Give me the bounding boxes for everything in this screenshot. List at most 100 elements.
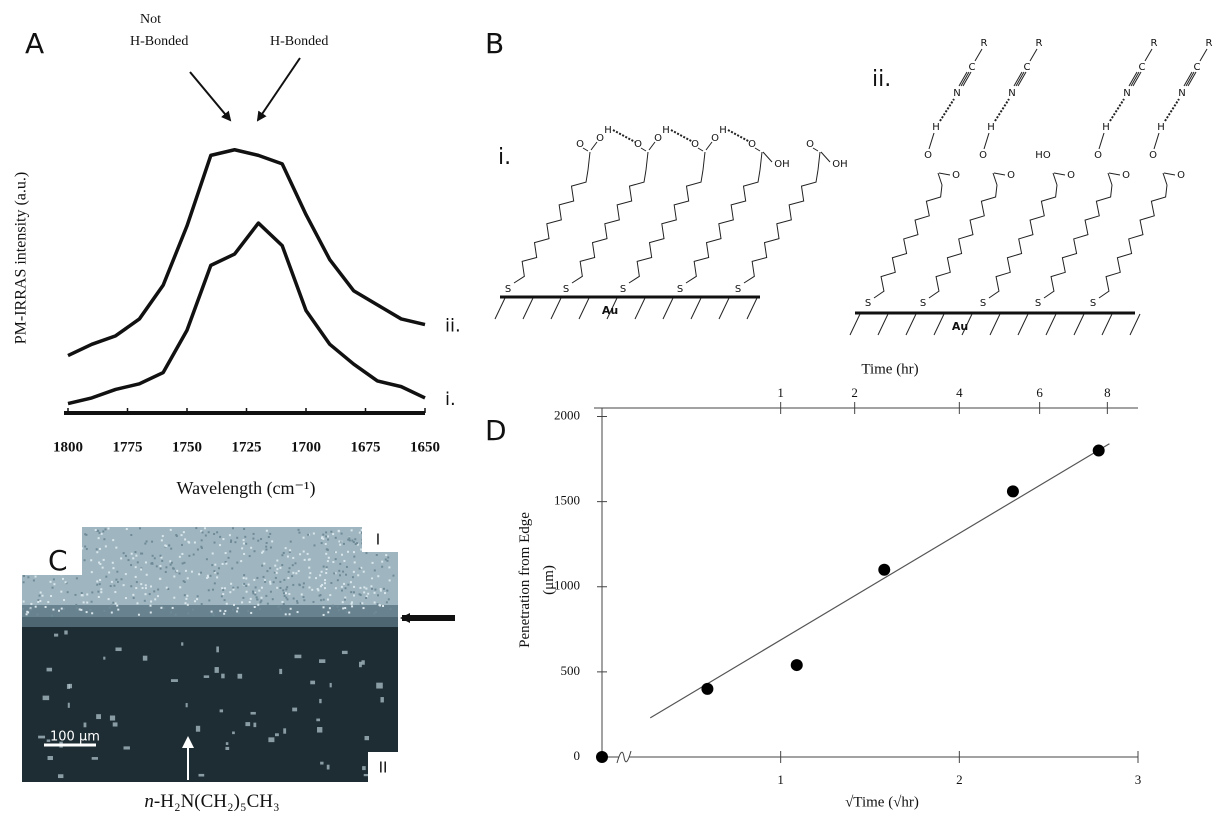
micrograph-grain <box>284 547 287 550</box>
micrograph-grain <box>236 607 239 610</box>
micrograph-grain <box>183 581 186 584</box>
micrograph-grain <box>47 601 50 604</box>
micrograph-grain <box>127 559 130 562</box>
micrograph-speck <box>326 764 330 770</box>
micrograph-grain <box>130 534 133 537</box>
micrograph-grain <box>230 539 233 542</box>
micrograph-grain <box>300 593 303 596</box>
micrograph-grain <box>153 557 156 560</box>
y-tick-label: 0 <box>574 748 581 763</box>
micrograph-grain <box>348 539 351 542</box>
micrograph-grain <box>287 570 290 573</box>
micrograph-grain <box>265 548 268 551</box>
surface-label: Au <box>952 320 968 333</box>
micrograph-grain <box>108 606 111 609</box>
sulfur-label: S <box>563 284 569 295</box>
micrograph-grain <box>242 577 245 580</box>
surface-hatch <box>1045 313 1057 336</box>
y-tick-label: 1000 <box>554 578 580 593</box>
micrograph-grain <box>254 593 257 596</box>
micrograph-grain <box>210 610 213 613</box>
micrograph-grain <box>153 590 156 593</box>
surface-hatch <box>494 297 506 320</box>
micrograph-grain <box>252 532 255 535</box>
micrograph-grain <box>257 539 260 542</box>
oxygen-label: O <box>924 150 932 161</box>
micrograph-grain <box>296 611 299 614</box>
micrograph-grain <box>352 541 355 544</box>
micrograph-grain <box>85 533 88 536</box>
micrograph-grain <box>373 601 376 604</box>
micrograph-grain <box>382 605 385 608</box>
micrograph-grain <box>225 562 228 565</box>
micrograph-grain <box>247 583 250 586</box>
micrograph-grain <box>144 584 147 587</box>
micrograph-grain <box>245 577 248 580</box>
bond <box>1144 48 1153 62</box>
micrograph-grain <box>204 534 207 537</box>
micrograph-grain <box>321 583 324 586</box>
carbon-label: C <box>1139 62 1146 73</box>
micrograph-grain <box>373 591 376 594</box>
micrograph-grain <box>176 569 179 572</box>
micrograph-grain <box>63 599 66 602</box>
micrograph-grain <box>98 583 101 586</box>
micrograph-grain <box>52 608 55 611</box>
micrograph-grain <box>60 607 63 610</box>
micrograph-grain <box>23 575 26 578</box>
micrograph-grain <box>180 534 183 537</box>
micrograph-grain <box>353 561 356 564</box>
micrograph-grain <box>148 593 151 596</box>
micrograph-grain <box>256 598 259 601</box>
sulfur-label: S <box>920 298 926 309</box>
micrograph-speck <box>225 742 229 745</box>
micrograph-grain <box>200 539 203 542</box>
micrograph-grain <box>116 580 119 583</box>
micrograph-grain <box>363 591 366 594</box>
micrograph-grain <box>353 585 356 588</box>
micrograph-grain <box>308 558 311 561</box>
data-point <box>1092 444 1105 457</box>
micrograph-grain <box>328 607 331 610</box>
micrograph-grain <box>384 592 387 595</box>
micrograph-grain <box>282 603 285 606</box>
micrograph-grain <box>282 551 285 554</box>
micrograph-grain <box>86 601 89 604</box>
micrograph-grain <box>99 547 102 550</box>
micrograph-grain <box>135 587 138 590</box>
micrograph-grain <box>208 599 211 602</box>
micrograph-grain <box>288 613 291 616</box>
micrograph-grain <box>342 570 345 573</box>
micrograph-speck <box>68 683 73 689</box>
micrograph-grain <box>201 531 204 534</box>
micrograph-grain <box>358 593 361 596</box>
micrograph-grain <box>209 574 212 577</box>
micrograph-grain <box>125 528 128 531</box>
micrograph-grain <box>222 589 225 592</box>
annotation-line: H-Bonded <box>270 34 328 49</box>
bond <box>1052 172 1058 186</box>
r-group-label: R <box>1151 38 1158 49</box>
micrograph-speck <box>376 682 383 689</box>
double-bond <box>1053 172 1066 176</box>
micrograph-speck <box>361 660 365 665</box>
micrograph-grain <box>117 608 120 611</box>
micrograph-grain <box>130 552 133 555</box>
micrograph-grain <box>155 565 158 568</box>
micrograph-grain <box>181 552 184 555</box>
micrograph-grain <box>350 529 353 532</box>
micrograph-grain <box>311 588 314 591</box>
micrograph-grain <box>347 583 350 586</box>
micrograph-grain <box>110 580 113 583</box>
micrograph-grain <box>170 547 173 550</box>
micrograph-grain <box>339 574 342 577</box>
surface-hatch <box>522 297 534 320</box>
micrograph-grain <box>206 574 209 577</box>
micrograph-grain <box>273 571 276 574</box>
micrograph-grain <box>302 596 305 599</box>
oxygen-label: O <box>711 133 719 144</box>
micrograph-grain <box>161 535 164 538</box>
micrograph-grain <box>171 606 174 609</box>
surface-hatch <box>1101 313 1113 336</box>
micrograph-grain <box>319 574 322 577</box>
